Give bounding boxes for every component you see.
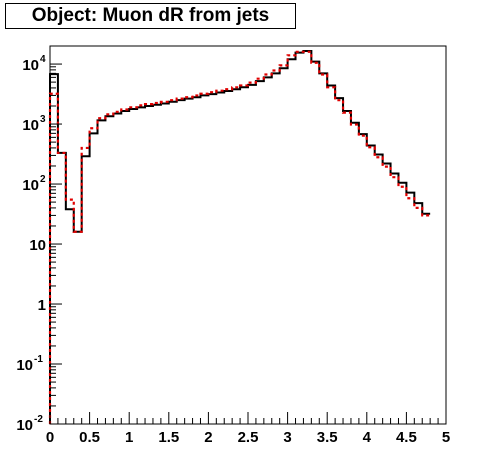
x-tick-label: 2.5 — [238, 429, 259, 446]
plot-area-border — [49, 45, 447, 425]
series-layer — [48, 50, 431, 424]
y-tick-label: 10 -1 — [16, 354, 43, 374]
y-tick-base: 10 — [22, 117, 39, 134]
y-tick-base: 10 — [16, 417, 33, 434]
x-tick-label: 1 — [125, 429, 133, 446]
x-tick-label: 5 — [442, 429, 450, 446]
chart-title: Object: Muon dR from jets — [5, 3, 296, 29]
x-tick-label: 4 — [363, 429, 372, 446]
x-tick-label: 1.5 — [158, 429, 179, 446]
y-tick-label: 10 3 — [22, 114, 46, 134]
y-tick-base: 10 — [22, 177, 39, 194]
x-tick-label: 0 — [46, 429, 54, 446]
y-tick-label: 1 — [38, 297, 46, 314]
x-tick-label: 3 — [283, 429, 291, 446]
y-tick-exponent: 4 — [40, 54, 46, 65]
series-red-dashed-line — [48, 50, 431, 424]
y-tick-base: 10 — [16, 357, 33, 374]
y-tick-base: 10 — [29, 237, 46, 254]
x-tick-label: 3.5 — [317, 429, 338, 446]
series-black-line — [49, 50, 431, 424]
y-tick-base: 10 — [22, 57, 39, 74]
y-tick-exponent: 2 — [40, 174, 46, 185]
y-tick-exponent: -2 — [34, 414, 43, 425]
x-tick-label: 0.5 — [79, 429, 100, 446]
plot-frame — [49, 45, 447, 425]
y-tick-base: 1 — [38, 297, 46, 314]
y-tick-exponent: 3 — [40, 114, 46, 125]
y-tick-label: 10 2 — [22, 174, 46, 194]
y-tick-label: 10 — [29, 237, 46, 254]
y-tick-exponent: -1 — [34, 354, 43, 365]
x-tick-label: 4.5 — [396, 429, 417, 446]
x-axis: 0 0.5 1 1.5 2 2.5 3 3.5 4 4.5 5 — [46, 412, 450, 446]
y-tick-label: 10 -2 — [16, 414, 43, 434]
y-tick-label: 10 4 — [22, 54, 46, 74]
x-tick-label: 2 — [204, 429, 212, 446]
